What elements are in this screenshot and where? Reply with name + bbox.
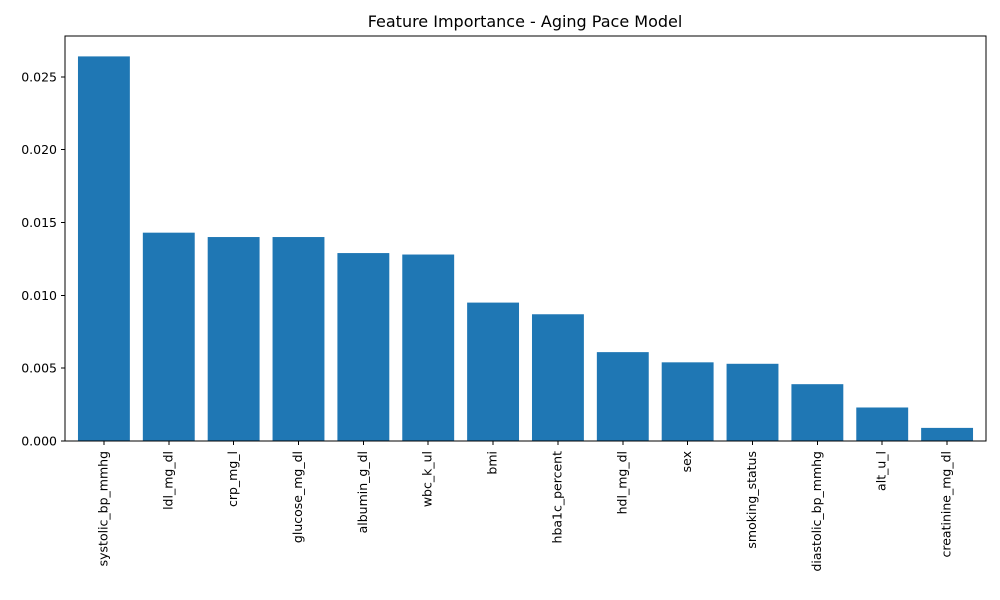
x-tick-label-creatinine_mg_dl: creatinine_mg_dl	[939, 451, 954, 558]
y-tick-label: 0.025	[21, 69, 57, 84]
plot-frame	[64, 35, 987, 442]
bar-bmi	[467, 302, 520, 441]
y-tick-label: 0.010	[21, 288, 57, 303]
bar-hba1c_percent	[531, 314, 584, 441]
x-tick-label-hdl_mg_dl: hdl_mg_dl	[614, 451, 629, 514]
x-tick-label-crp_mg_l: crp_mg_l	[225, 451, 240, 507]
bar-diastolic_bp_mmhg	[791, 384, 844, 441]
x-tick-label-systolic_bp_mmhg: systolic_bp_mmhg	[95, 451, 110, 566]
bars-group	[77, 56, 974, 442]
x-tick-label-alt_u_l: alt_u_l	[874, 451, 889, 491]
bar-sex	[661, 362, 714, 441]
x-axis: systolic_bp_mmhg ldl_mg_dl crp_mg_l glucose…	[95, 441, 954, 572]
chart-title: Feature Importance - Aging Pace Model	[368, 12, 683, 31]
bar-wbc_k_ul	[402, 254, 455, 441]
x-tick-label-ldl_mg_dl: ldl_mg_dl	[160, 451, 175, 510]
bar-systolic_bp_mmhg	[77, 56, 130, 442]
x-tick-label-glucose_mg_dl: glucose_mg_dl	[290, 451, 305, 543]
y-tick-label: 0.015	[21, 215, 57, 230]
bar-smoking_status	[726, 363, 779, 441]
y-tick-label: 0.020	[21, 142, 57, 157]
x-tick-label-albumin_g_dl: albumin_g_dl	[355, 451, 370, 533]
x-tick-label-bmi: bmi	[485, 451, 500, 475]
x-tick-label-sex: sex	[679, 451, 694, 472]
bar-hdl_mg_dl	[596, 352, 649, 441]
y-axis: 0.000 0.005 0.010 0.015 0.020 0.025	[21, 69, 65, 449]
bar-creatinine_mg_dl	[921, 427, 974, 441]
bar-glucose_mg_dl	[272, 237, 325, 441]
bar-albumin_g_dl	[337, 253, 390, 441]
x-tick-label-smoking_status: smoking_status	[744, 451, 759, 549]
bar-ldl_mg_dl	[142, 232, 195, 441]
y-tick-label: 0.000	[21, 434, 57, 449]
x-tick-label-diastolic_bp_mmhg: diastolic_bp_mmhg	[809, 451, 824, 572]
x-tick-label-hba1c_percent: hba1c_percent	[549, 451, 564, 544]
x-tick-label-wbc_k_ul: wbc_k_ul	[420, 451, 435, 507]
y-tick-label: 0.005	[21, 361, 57, 376]
bar-alt_u_l	[856, 407, 909, 441]
bar-crp_mg_l	[207, 237, 260, 441]
